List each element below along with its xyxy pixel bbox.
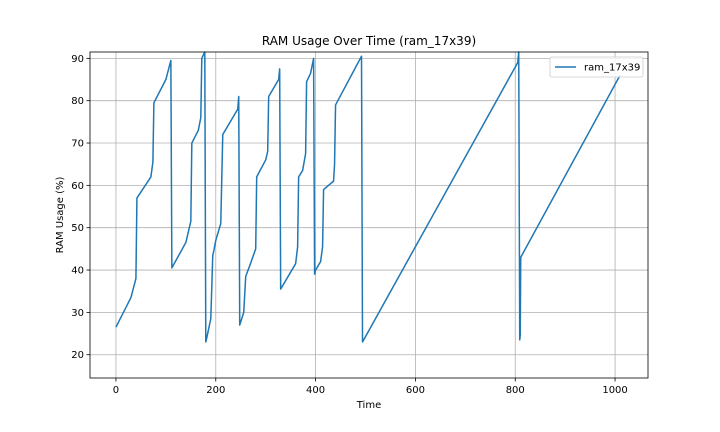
legend-label-ram_17x39: ram_17x39 [584, 63, 640, 74]
x-tick-label: 400 [306, 385, 325, 396]
series-layer [115, 51, 621, 343]
series-line-ram_17x39 [115, 51, 621, 343]
x-tick-label: 800 [506, 385, 525, 396]
y-tick-label: 80 [71, 96, 84, 107]
y-tick-label: 30 [71, 308, 84, 319]
y-tick-label: 40 [71, 266, 84, 277]
chart-title: RAM Usage Over Time (ram_17x39) [262, 34, 476, 48]
grid-lines [90, 52, 648, 378]
x-tick-label: 600 [406, 385, 425, 396]
y-tick-label: 20 [71, 350, 84, 361]
plot-frame [89, 51, 649, 379]
y-tick-label: 90 [71, 54, 84, 65]
x-tick-label: 0 [113, 385, 119, 396]
axis-ticks: 0 200 400 600 800 1000 20 30 40 50 60 70 80 90 [71, 54, 628, 396]
y-axis-title: RAM Usage (%) [55, 176, 66, 253]
y-tick-label: 60 [71, 181, 84, 192]
x-axis-title: Time [356, 400, 381, 411]
y-tick-label: 70 [71, 139, 84, 150]
legend-box [549, 56, 644, 78]
y-tick-label: 50 [71, 223, 84, 234]
x-tick-label: 1000 [602, 385, 627, 396]
x-tick-label: 200 [206, 385, 225, 396]
legend: ram_17x39 [549, 56, 644, 78]
